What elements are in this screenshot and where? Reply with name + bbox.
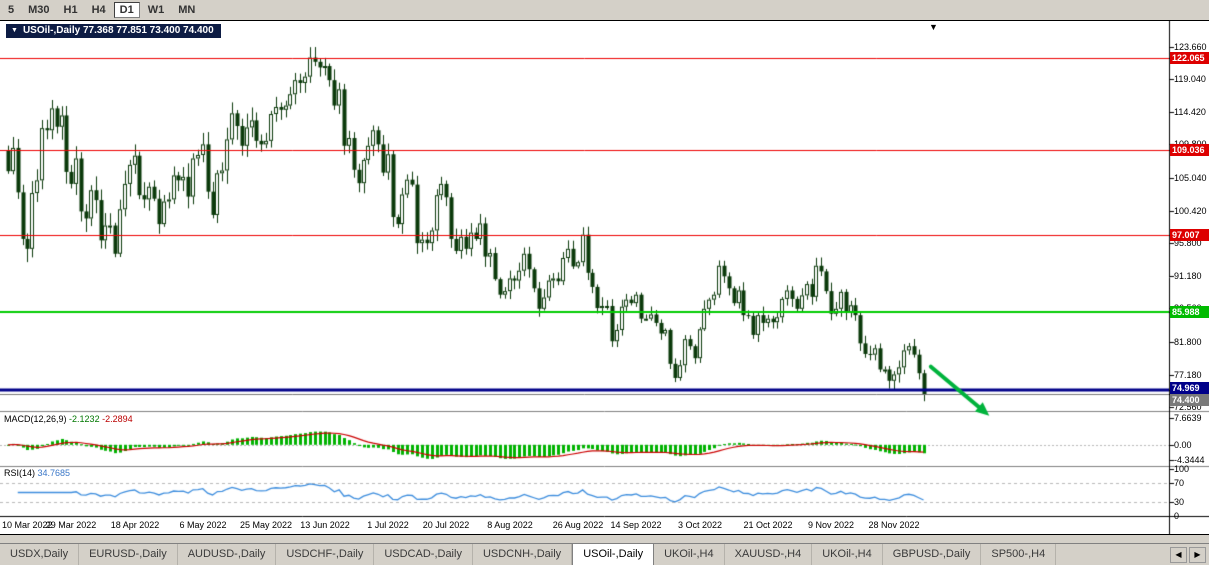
date-label: 6 May 2022 bbox=[179, 520, 227, 530]
tab-nav: ◀ ▶ bbox=[1167, 544, 1209, 565]
timeframe-m30-button[interactable]: M30 bbox=[22, 2, 55, 18]
timeframe-d1-button[interactable]: D1 bbox=[113, 2, 140, 18]
tab-4-usdcad-daily[interactable]: USDCAD-,Daily bbox=[374, 544, 473, 565]
price-line-tag: 74.400 bbox=[1170, 394, 1209, 406]
macd-tick-label: 0.00 bbox=[1174, 440, 1192, 450]
tab-9-ukoil-h4[interactable]: UKOil-,H4 bbox=[812, 544, 883, 565]
tab-11-sp500-h4[interactable]: SP500-,H4 bbox=[981, 544, 1057, 565]
tab-1-eurusd-daily[interactable]: EURUSD-,Daily bbox=[79, 544, 178, 565]
price-line-tag: 85.988 bbox=[1170, 306, 1209, 318]
tab-10-gbpusd-daily[interactable]: GBPUSD-,Daily bbox=[883, 544, 982, 565]
tabs-scroll-left-button[interactable]: ◀ bbox=[1170, 546, 1187, 563]
tab-6-usoil-daily[interactable]: USOil-,Daily bbox=[572, 544, 655, 565]
date-label: 3 Oct 2022 bbox=[677, 520, 723, 530]
rsi-tick-label: 100 bbox=[1174, 464, 1190, 474]
tabs-scroll-right-button[interactable]: ▶ bbox=[1189, 546, 1206, 563]
date-label: 28 Nov 2022 bbox=[868, 520, 920, 530]
timeframe-h4-button[interactable]: H4 bbox=[86, 2, 112, 18]
tab-3-usdchf-daily[interactable]: USDCHF-,Daily bbox=[276, 544, 375, 565]
date-label: 1 Jul 2022 bbox=[367, 520, 409, 530]
rsi-indicator-label: RSI(14) 34.7685 bbox=[4, 468, 71, 478]
rsi-tick-label: 30 bbox=[1174, 497, 1185, 507]
date-label: 29 Mar 2022 bbox=[45, 520, 97, 530]
chart-tab-bar: USDX,Daily EURUSD-,Daily AUDUSD-,Daily USDC… bbox=[0, 543, 1209, 565]
price-tick-label: 105.040 bbox=[1174, 173, 1207, 183]
price-tick-label: 91.180 bbox=[1174, 271, 1202, 281]
date-label: 9 Nov 2022 bbox=[807, 520, 855, 530]
timeframe-5-button[interactable]: 5 bbox=[2, 2, 20, 18]
chart-shift-marker-icon[interactable]: ▼ bbox=[929, 22, 938, 32]
timeframe-mn-button[interactable]: MN bbox=[172, 2, 201, 18]
macd-indicator-label: MACD(12,26,9) -2.1232 -2.2894 bbox=[4, 414, 133, 424]
date-label: 10 Mar 2022 bbox=[2, 520, 53, 530]
macd-name: MACD(12,26,9) bbox=[4, 414, 67, 424]
price-line-tag: 74.969 bbox=[1170, 382, 1209, 394]
tab-8-xauusd-h4[interactable]: XAUUSD-,H4 bbox=[725, 544, 813, 565]
chart-region: ▼ USOil-,Daily 77.368 77.851 73.400 74.4… bbox=[0, 20, 1209, 535]
price-tick-label: 95.800 bbox=[1174, 238, 1202, 248]
macd-tick-label: 7.6639 bbox=[1174, 413, 1202, 423]
chart-tabs: USDX,Daily EURUSD-,Daily AUDUSD-,Daily USDC… bbox=[0, 544, 1167, 565]
tab-2-audusd-daily[interactable]: AUDUSD-,Daily bbox=[178, 544, 277, 565]
chart-title: USOil-,Daily 77.368 77.851 73.400 74.400 bbox=[22, 25, 214, 36]
rsi-tick-label: 0 bbox=[1174, 511, 1180, 521]
rsi-tick-label: 70 bbox=[1174, 478, 1185, 488]
price-tick-label: 119.040 bbox=[1174, 74, 1206, 84]
macd-tick-label: -4.3444 bbox=[1174, 455, 1205, 465]
price-tick-label: 100.420 bbox=[1174, 206, 1207, 216]
rsi-name: RSI(14) bbox=[4, 468, 36, 478]
macd-signal-value: -2.2894 bbox=[102, 414, 133, 424]
date-axis[interactable]: 10 Mar 2022 29 Mar 2022 18 Apr 2022 6 May 2… bbox=[0, 517, 1170, 534]
date-label: 21 Oct 2022 bbox=[743, 520, 793, 530]
timeframe-h1-button[interactable]: H1 bbox=[58, 2, 84, 18]
date-label: 18 Apr 2022 bbox=[110, 520, 160, 530]
price-tick-label: 123.660 bbox=[1174, 42, 1207, 52]
price-tick-label: 77.180 bbox=[1174, 370, 1202, 380]
price-line-tag: 97.007 bbox=[1170, 229, 1209, 241]
price-line-tag: 122.065 bbox=[1170, 52, 1209, 64]
timeframe-toolbar: 5 M30 H1 H4 D1 W1 MN bbox=[0, 0, 1209, 20]
date-label: 8 Aug 2022 bbox=[487, 520, 533, 530]
date-label: 14 Sep 2022 bbox=[610, 520, 662, 530]
macd-main-value: -2.1232 bbox=[69, 414, 100, 424]
tab-7-ukoil-h4[interactable]: UKOil-,H4 bbox=[654, 544, 725, 565]
chart-title-chip[interactable]: ▼ USOil-,Daily 77.368 77.851 73.400 74.4… bbox=[6, 24, 221, 38]
date-label: 25 May 2022 bbox=[239, 520, 293, 530]
tab-0-usdx-daily[interactable]: USDX,Daily bbox=[0, 544, 80, 565]
date-label: 20 Jul 2022 bbox=[422, 520, 470, 530]
timeframe-w1-button[interactable]: W1 bbox=[142, 2, 171, 18]
price-tick-label: 81.800 bbox=[1174, 337, 1202, 347]
price-line-tag: 109.036 bbox=[1170, 144, 1209, 156]
price-tick-label: 114.420 bbox=[1174, 107, 1206, 117]
chevron-down-icon: ▼ bbox=[11, 26, 18, 34]
rsi-value: 34.7685 bbox=[37, 468, 71, 478]
price-tick-label: 72.560 bbox=[1174, 402, 1202, 412]
date-label: 13 Jun 2022 bbox=[300, 520, 350, 530]
chart-canvas[interactable] bbox=[0, 21, 1209, 534]
price-axis[interactable]: 123.660119.040114.420109.800105.040100.4… bbox=[1170, 21, 1209, 534]
date-label: 26 Aug 2022 bbox=[552, 520, 604, 530]
tab-5-usdcnh-daily[interactable]: USDCNH-,Daily bbox=[473, 544, 573, 565]
